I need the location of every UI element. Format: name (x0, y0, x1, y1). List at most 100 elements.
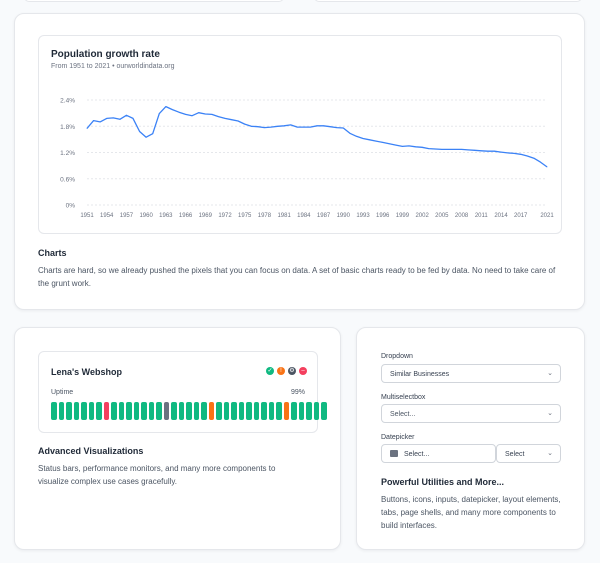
uptime-bar-segment[interactable] (283, 402, 289, 420)
uptime-bar-segment[interactable] (238, 402, 244, 420)
uptime-bar-segment[interactable] (208, 402, 214, 420)
data-point (99, 121, 101, 123)
uptime-bar-segment[interactable] (81, 402, 87, 420)
previous-card-edge (314, 0, 582, 2)
uptime-bar-segment[interactable] (58, 402, 64, 420)
check-circle-icon[interactable]: ✓ (266, 367, 274, 375)
data-point (349, 132, 351, 134)
x-tick-label: 2017 (514, 213, 528, 219)
dropdown-select[interactable]: Similar Businesses ⌄ (381, 364, 561, 383)
x-tick-label: 1999 (396, 213, 410, 219)
data-point (145, 136, 147, 138)
uptime-bar-segment[interactable] (253, 402, 259, 420)
uptime-value: 99% (290, 389, 305, 396)
uptime-bar-segment[interactable] (313, 402, 319, 420)
uptime-label: Uptime (51, 389, 74, 396)
data-point (454, 149, 456, 150)
data-point (172, 109, 173, 111)
x-tick-label: 1981 (277, 213, 291, 219)
data-point (250, 125, 252, 127)
uptime-bar-segment[interactable] (88, 402, 94, 420)
data-point (342, 127, 344, 129)
calendar-icon (390, 450, 398, 457)
x-tick-label: 1984 (297, 213, 311, 219)
webshop-status-panel: Lena's Webshop ✓! ⚙ – Uptime 99% (38, 351, 327, 433)
uptime-bar-segment[interactable] (268, 402, 274, 420)
chevron-down-icon: ⌄ (547, 410, 553, 417)
utilities-card: Dropdown Similar Businesses ⌄ Multiselec… (356, 327, 585, 550)
chart-title: Population growth rate (51, 49, 160, 60)
x-tick-label: 1951 (80, 213, 94, 219)
data-point (204, 113, 206, 115)
uptime-bar-segment[interactable] (163, 402, 169, 420)
uptime-bar-segment[interactable] (66, 402, 72, 420)
uptime-bar-segment[interactable] (246, 402, 252, 420)
data-point (480, 150, 482, 152)
data-point (316, 125, 318, 127)
uptime-bar-segment[interactable] (223, 402, 229, 420)
status-icons: ✓! ⚙ – (266, 367, 307, 375)
uptime-bar-segment[interactable] (133, 402, 139, 420)
data-point (461, 149, 462, 150)
data-point (290, 124, 292, 126)
uptime-bar-segment[interactable] (118, 402, 124, 420)
multiselect-box[interactable]: Select... ⌄ (381, 404, 561, 423)
data-point (277, 125, 278, 127)
x-tick-label: 1978 (258, 213, 272, 219)
multiselect-placeholder: Select... (390, 411, 416, 418)
uptime-bar-segment[interactable] (103, 402, 109, 420)
uptime-bar-segment[interactable] (261, 402, 267, 420)
uptime-bar-segment[interactable] (276, 402, 282, 420)
data-point (126, 114, 127, 116)
uptime-bar-segment[interactable] (141, 402, 147, 420)
minus-circle-icon[interactable]: – (299, 367, 307, 375)
line-chart: 0% 0.6% 1.2% 1.8% 2.4% 1951 1954 1957 1960 1963 19… (60, 98, 554, 220)
charts-description: Charts are hard, so we already pushed th… (38, 266, 556, 288)
uptime-bar-segment[interactable] (111, 402, 117, 420)
uptime-bar-segment[interactable] (73, 402, 79, 420)
data-point (93, 120, 94, 121)
uptime-bar-segment[interactable] (291, 402, 297, 420)
data-point (270, 126, 272, 128)
uptime-bar-segment[interactable] (201, 402, 207, 420)
uptime-bar-segment[interactable] (231, 402, 237, 420)
data-point (165, 106, 167, 107)
uptime-bar-segment[interactable] (96, 402, 102, 420)
data-point (106, 117, 108, 119)
gear-icon[interactable]: ⚙ (288, 367, 296, 375)
uptime-bar-segment[interactable] (51, 402, 57, 420)
datepicker-input[interactable]: Select... (381, 444, 496, 463)
data-point (395, 144, 397, 146)
previous-card-edge (24, 0, 284, 2)
data-point (441, 149, 443, 150)
uptime-bar-segment[interactable] (178, 402, 184, 420)
uptime-bar-segment[interactable] (193, 402, 199, 420)
utilities-heading: Powerful Utilities and More... (381, 477, 505, 487)
uptime-bar-segment[interactable] (216, 402, 222, 420)
data-point (218, 116, 219, 118)
y-tick-label: 2.4% (60, 98, 75, 105)
data-point (507, 152, 508, 154)
uptime-bar-segment[interactable] (298, 402, 304, 420)
chart-panel: Population growth rate From 1951 to 2021… (38, 35, 562, 234)
data-point (402, 145, 403, 147)
x-tick-label: 1966 (179, 213, 193, 219)
uptime-bar-segment[interactable] (321, 402, 327, 420)
data-point (185, 114, 186, 115)
data-point (500, 151, 502, 153)
warning-circle-icon[interactable]: ! (277, 367, 285, 375)
uptime-bar-segment[interactable] (156, 402, 162, 420)
y-tick-label: 1.8% (60, 124, 75, 131)
data-point (231, 119, 232, 121)
uptime-bar-segment[interactable] (148, 402, 154, 420)
datepicker-range-select[interactable]: Select ⌄ (496, 444, 561, 463)
data-point (336, 127, 338, 128)
datepicker-range-placeholder: Select (505, 451, 525, 458)
uptime-bar-segment[interactable] (306, 402, 312, 420)
uptime-bar-segment[interactable] (171, 402, 177, 420)
data-point (369, 139, 370, 141)
data-point (139, 131, 140, 132)
uptime-bar-segment[interactable] (186, 402, 192, 420)
uptime-bar-segment[interactable] (126, 402, 132, 420)
data-point (520, 153, 522, 155)
